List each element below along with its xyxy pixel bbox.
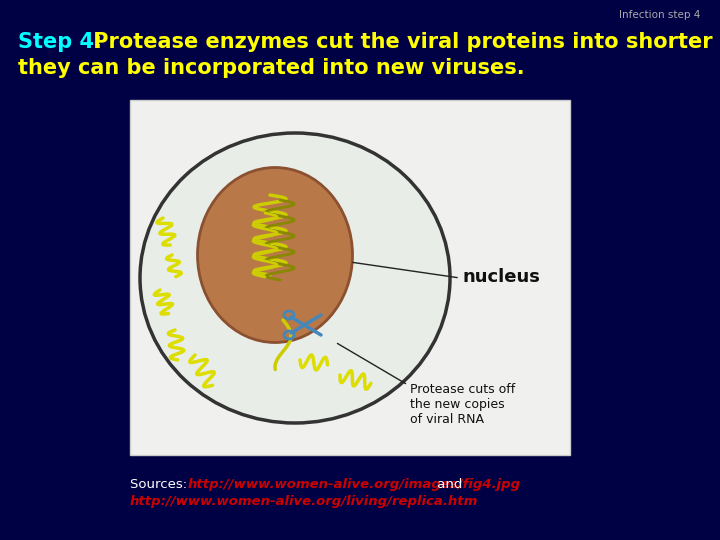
Text: http://www.women-alive.org/images/fig4.jpg: http://www.women-alive.org/images/fig4.j… <box>188 478 521 491</box>
Text: nucleus: nucleus <box>463 268 541 286</box>
Text: Step 4:: Step 4: <box>18 32 102 52</box>
Text: they can be incorporated into new viruses.: they can be incorporated into new viruse… <box>18 58 525 78</box>
Ellipse shape <box>197 167 353 342</box>
FancyBboxPatch shape <box>130 100 570 455</box>
Text: Protease enzymes cut the viral proteins into shorter pieces so: Protease enzymes cut the viral proteins … <box>86 32 720 52</box>
Text: http://www.women-alive.org/living/replica.htm: http://www.women-alive.org/living/replic… <box>130 495 478 508</box>
Text: Protease cuts off
the new copies
of viral RNA: Protease cuts off the new copies of vira… <box>410 383 516 426</box>
Text: and: and <box>433 478 462 491</box>
Ellipse shape <box>140 133 450 423</box>
Text: Infection step 4: Infection step 4 <box>618 10 700 20</box>
Text: Sources:: Sources: <box>130 478 192 491</box>
